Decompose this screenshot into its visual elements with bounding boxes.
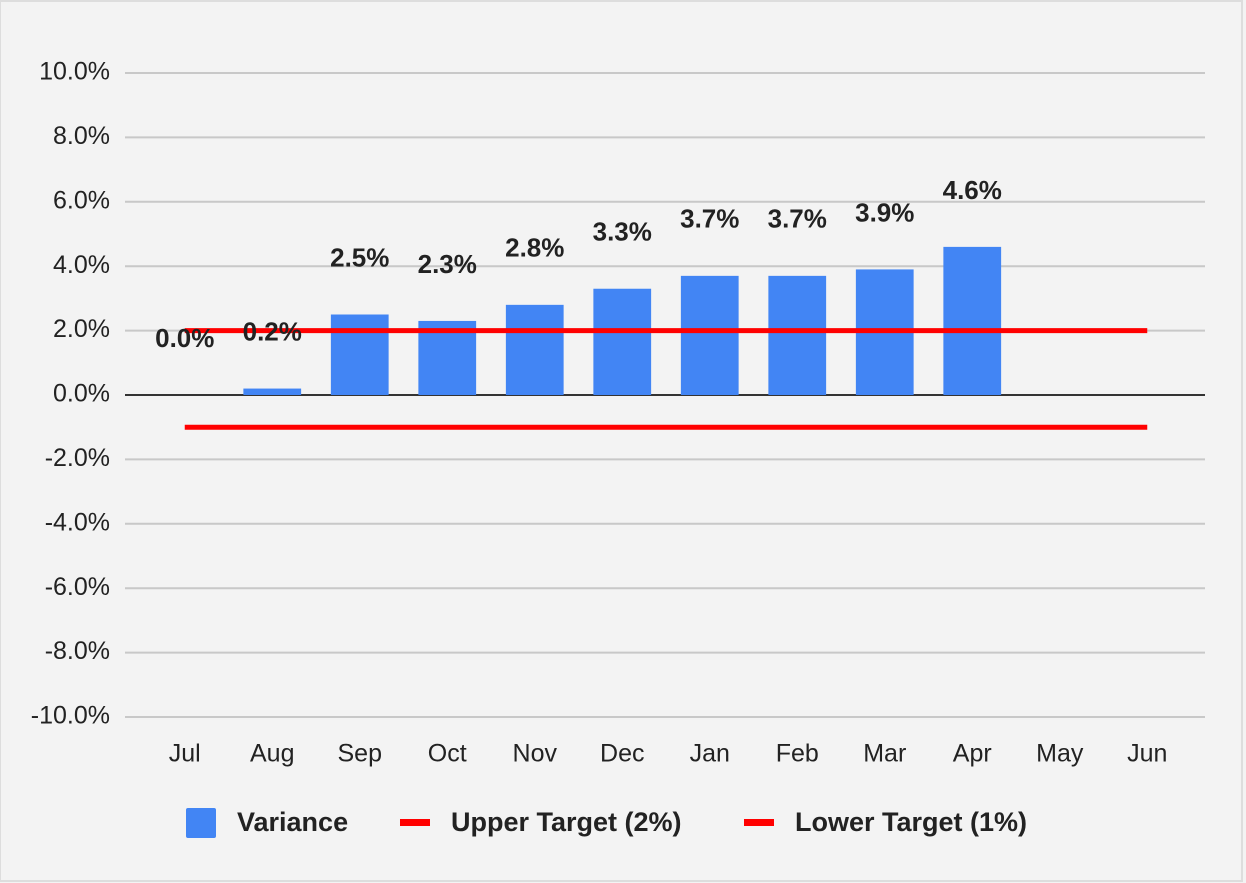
data-label: 3.3%: [593, 217, 652, 247]
data-label: 2.5%: [330, 242, 389, 272]
bar: [593, 288, 652, 395]
x-tick-label: Jun: [1127, 740, 1167, 768]
x-tick-label: Sep: [338, 740, 382, 768]
data-label: 2.8%: [505, 233, 564, 263]
bar: [768, 275, 827, 395]
bar: [505, 304, 564, 395]
x-tick-label: Jan: [690, 740, 730, 768]
x-tick-label: Jul: [169, 740, 201, 768]
y-tick-label: 4.0%: [53, 251, 110, 279]
y-tick-label: 8.0%: [53, 122, 110, 150]
x-tick-label: Oct: [428, 740, 467, 768]
bar: [943, 246, 1002, 395]
x-tick-label: Dec: [600, 740, 644, 768]
x-tick-label: Aug: [250, 740, 294, 768]
legend-swatch: [400, 819, 430, 826]
data-label: 2.3%: [418, 249, 477, 279]
bar: [418, 320, 477, 395]
bar: [680, 275, 739, 395]
bar: [243, 388, 302, 395]
x-tick-label: May: [1036, 740, 1084, 768]
x-tick-label: Nov: [513, 740, 558, 768]
data-label: 3.9%: [855, 197, 914, 227]
y-tick-label: 6.0%: [53, 186, 110, 214]
y-tick-label: 2.0%: [53, 315, 110, 343]
y-tick-label: -2.0%: [45, 444, 110, 472]
x-tick-label: Feb: [776, 740, 819, 768]
data-label: 0.0%: [155, 323, 214, 353]
data-label: 0.2%: [243, 316, 302, 346]
x-tick-label: Apr: [953, 740, 992, 768]
legend-label: Variance: [237, 807, 348, 837]
y-tick-label: 0.0%: [53, 380, 110, 408]
data-label: 3.7%: [768, 204, 827, 234]
y-tick-label: -10.0%: [31, 702, 110, 730]
y-tick-label: -6.0%: [45, 573, 110, 601]
legend-swatch: [744, 819, 774, 826]
y-tick-label: -4.0%: [45, 508, 110, 536]
legend-label: Upper Target (2%): [451, 807, 682, 837]
legend-swatch: [186, 808, 216, 838]
legend-label: Lower Target (1%): [795, 807, 1027, 837]
y-tick-label: 10.0%: [39, 58, 110, 86]
data-label: 3.7%: [680, 204, 739, 234]
x-tick-label: Mar: [863, 740, 906, 768]
data-label: 4.6%: [943, 175, 1002, 205]
bar: [330, 314, 389, 395]
y-tick-label: -8.0%: [45, 637, 110, 665]
